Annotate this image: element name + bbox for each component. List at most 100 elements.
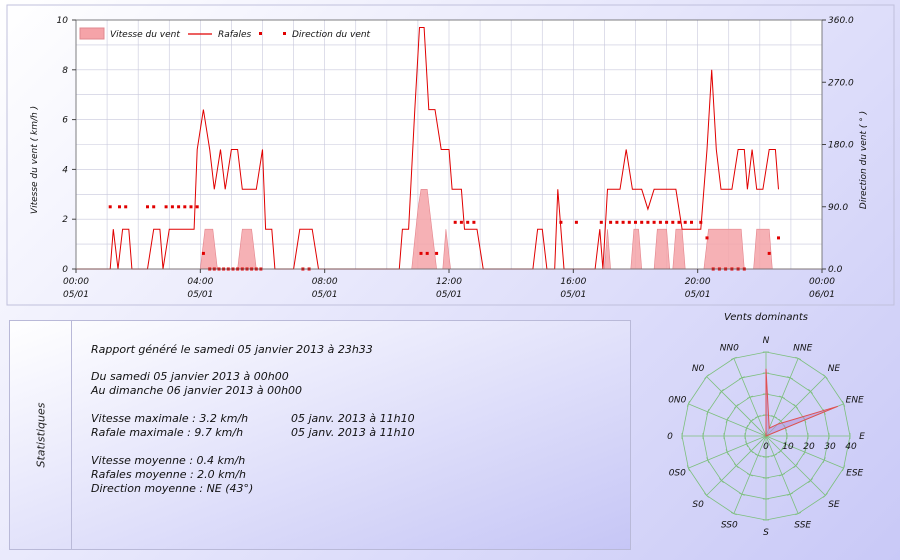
rose-spoke-tick (771, 415, 777, 419)
y-right-label: Direction du vent ( ° ) (859, 111, 869, 209)
period-from: Du samedi 05 janvier 2013 à 00h00 (91, 370, 289, 383)
rose-direction-label: NN0 (720, 343, 739, 353)
statistics-panel: Statistiques Rapport généré le samedi 05… (9, 320, 631, 550)
x-tick-time: 04:00 (187, 277, 213, 287)
direction-point (652, 220, 656, 224)
gust-line-series (76, 27, 779, 270)
rose-spoke-tick (745, 425, 749, 431)
max-gust-date: 05 janv. 2013 à 11h10 (291, 426, 415, 439)
rose-spoke-tick (779, 473, 785, 477)
period-to: Au dimanche 06 janvier 2013 à 00h00 (91, 384, 303, 397)
rose-spoke-tick (822, 492, 828, 498)
x-tick-date: 05/01 (436, 290, 462, 300)
direction-point (177, 205, 181, 209)
y-right-tick-label: 180.0 (828, 141, 854, 151)
direction-point (559, 220, 563, 224)
direction-point (599, 220, 603, 224)
max-gust: Rafale maximale : 9.7 km/h (91, 426, 244, 439)
direction-point (683, 220, 687, 224)
rose-spoke-tick (803, 449, 807, 455)
rose-direction-label: 0S0 (669, 469, 686, 479)
wind-rose-title: Vents dominants (724, 312, 808, 323)
rose-direction-label: S0 (692, 500, 704, 510)
statistics-side-header: Statistiques (10, 321, 72, 549)
y-left-tick-label: 0 (62, 265, 68, 275)
rose-spoke-tick (704, 492, 710, 498)
legend-speed-label: Vitesse du vent (110, 30, 180, 40)
rose-direction-label: SS0 (721, 521, 738, 531)
x-tick-date: 06/01 (809, 290, 835, 300)
y-left-tick-label: 2 (62, 215, 68, 225)
rose-spoke-tick (842, 400, 846, 407)
rose-radial-label: 20 (803, 442, 815, 452)
chart-panel (6, 4, 895, 306)
rose-spoke-tick (808, 478, 813, 483)
direction-point (453, 220, 457, 224)
rose-spoke-tick (842, 465, 846, 472)
direction-point (777, 236, 780, 240)
direction-point (124, 205, 128, 209)
direction-point (201, 251, 205, 255)
direction-point (466, 220, 470, 224)
y-left-tick-label: 6 (62, 116, 68, 126)
y-right-tick-label: 0.0 (828, 265, 843, 275)
rose-spoke-tick (808, 389, 813, 394)
direction-point (609, 220, 613, 224)
rose-spoke-tick (822, 374, 828, 380)
rose-direction-label: N0 (692, 364, 705, 374)
direction-point (118, 205, 121, 209)
y-right-tick-label: 360.0 (828, 16, 854, 26)
legend-dir-swatch-b (283, 32, 286, 35)
axes: 0 2 4 6 8 10 0.0 90.0 180.0 270.0 360.0 00:00 05/01 0… (57, 16, 854, 300)
rose-spoke-tick (738, 492, 745, 496)
rose-direction-label: S (763, 528, 769, 538)
rose-spoke-tick (738, 376, 745, 380)
rose-spoke-tick (795, 356, 802, 360)
legend-dir-label: Direction du vent (292, 30, 371, 40)
y-right-tick-label: 90.0 (828, 203, 848, 213)
direction-point (627, 220, 631, 224)
rose-direction-label: NNE (793, 343, 812, 353)
rose-spoke-tick (755, 415, 761, 419)
rose-radial-label: 10 (782, 442, 794, 452)
x-tick-date: 05/01 (685, 290, 711, 300)
rose-spoke-tick (704, 374, 710, 380)
x-tick-time: 12:00 (436, 277, 462, 287)
rose-spoke-tick (787, 376, 794, 380)
rose-direction-label: ENE (846, 395, 864, 405)
direction-point (621, 220, 625, 224)
avg-gust: Rafales moyenne : 2.0 km/h (91, 468, 246, 481)
rose-spoke-tick (733, 463, 739, 469)
direction-point (671, 220, 675, 224)
rose-spoke-tick (719, 478, 724, 483)
statistics-side-title: Statistiques (34, 402, 48, 468)
wind-chart: 0 2 4 6 8 10 0.0 90.0 180.0 270.0 360.0 00:00 05/01 0… (6, 4, 895, 306)
rose-direction-label: SE (828, 500, 840, 510)
rose-spoke-tick (733, 403, 739, 409)
rose-spoke-tick (730, 512, 737, 516)
y-left-tick-label: 4 (62, 165, 68, 175)
x-tick-time: 16:00 (560, 277, 586, 287)
x-tick-time: 20:00 (685, 277, 711, 287)
direction-point (767, 251, 771, 255)
rose-spoke-tick (779, 395, 785, 399)
legend-gust-label: Rafales (218, 30, 251, 40)
direction-point (195, 205, 199, 209)
direction-point (183, 205, 187, 209)
x-tick-time: 00:00 (63, 277, 89, 287)
gust-line (76, 27, 779, 270)
rose-spoke-tick (706, 457, 710, 464)
rose-spoke-tick (787, 492, 794, 496)
report-generated: Rapport généré le samedi 05 janvier 2013… (91, 343, 373, 356)
rose-spoke-tick (747, 473, 753, 477)
direction-point (459, 220, 463, 224)
rose-direction-label: 0N0 (668, 395, 686, 405)
x-tick-date: 05/01 (63, 290, 89, 300)
x-tick-time: 08:00 (312, 277, 338, 287)
avg-direction: Direction moyenne : NE (43°) (91, 482, 254, 495)
legend-dir-swatch-a (259, 32, 262, 35)
rose-direction-label: NE (828, 364, 841, 374)
rose-data-polygon (765, 368, 838, 437)
direction-point (152, 205, 156, 209)
legend-speed-swatch (79, 27, 105, 40)
